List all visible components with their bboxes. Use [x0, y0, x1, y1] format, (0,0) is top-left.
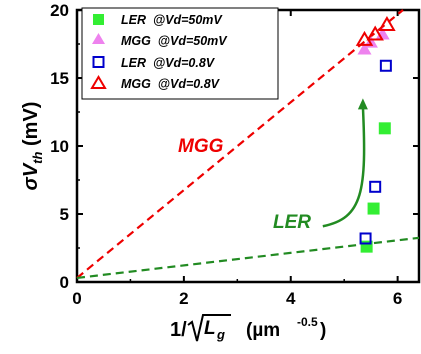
y-tick-label-1: 5 — [60, 205, 69, 224]
y-axis-sub: th — [30, 151, 45, 163]
point-series0-2 — [378, 122, 391, 135]
legend-marker-mgg-50mv — [92, 33, 105, 44]
arrow-head — [357, 98, 368, 110]
y-tick-label-3: 15 — [50, 69, 69, 88]
x-axis-sub: g — [216, 327, 225, 342]
point-series2-2 — [379, 59, 392, 72]
point-series3-2 — [378, 15, 396, 31]
legend-label-mgg-50mv: MGG @Vd=50mV — [121, 34, 228, 48]
x-tick-label-0: 0 — [72, 289, 81, 308]
annotation-mgg: MGG — [178, 136, 224, 157]
y-axis-unit: (mV) — [20, 102, 42, 152]
y-tick-label-0: 0 — [60, 273, 69, 292]
x-axis-title: 1/ L g (µm -0.5 ) — [170, 314, 326, 342]
legend-label-mgg-08v: MGG @Vd=0.8V — [121, 77, 221, 91]
legend-label-ler-08v: LER @Vd=0.8V — [121, 56, 216, 70]
point-series0-1 — [367, 202, 380, 215]
x-axis-var: L — [204, 318, 216, 339]
ler-arrow — [322, 98, 368, 228]
legend: LER @Vd=50mV MGG @Vd=50mV LER @Vd=0.8V M… — [81, 7, 279, 100]
point-series1-2 — [375, 27, 390, 40]
point-series2-0 — [359, 232, 372, 245]
x-tick-label-1: 2 — [179, 289, 188, 308]
x-tick-label-3: 6 — [393, 289, 402, 308]
data-points — [355, 15, 396, 253]
x-tick-label-2: 4 — [286, 289, 296, 308]
point-series1-0 — [357, 42, 372, 55]
sqrt-sign-icon — [187, 314, 231, 342]
x-axis-unit: (µm — [246, 320, 280, 341]
annotation-ler: LER — [273, 212, 311, 233]
x-axis-prefix: 1/ — [170, 319, 187, 341]
legend-marker-ler-08v — [92, 56, 105, 68]
trend-line-mgg — [76, 9, 404, 279]
x-axis-close: ) — [320, 320, 326, 341]
point-series2-1 — [369, 180, 382, 193]
legend-marker-mgg-08v — [90, 75, 107, 89]
y-tick-label-2: 10 — [50, 137, 69, 156]
legend-marker-ler-50mv — [93, 14, 104, 25]
arrow-shaft — [322, 106, 366, 228]
point-series3-1 — [366, 25, 384, 41]
x-axis-exp: -0.5 — [297, 315, 318, 329]
y-axis-prefix: σV — [20, 162, 42, 190]
legend-frame — [81, 7, 279, 100]
legend-label-ler-50mv: LER @Vd=50mV — [121, 13, 223, 27]
y-axis-title: σVth (mV) — [20, 102, 45, 191]
y-tick-label-4: 20 — [50, 1, 69, 20]
